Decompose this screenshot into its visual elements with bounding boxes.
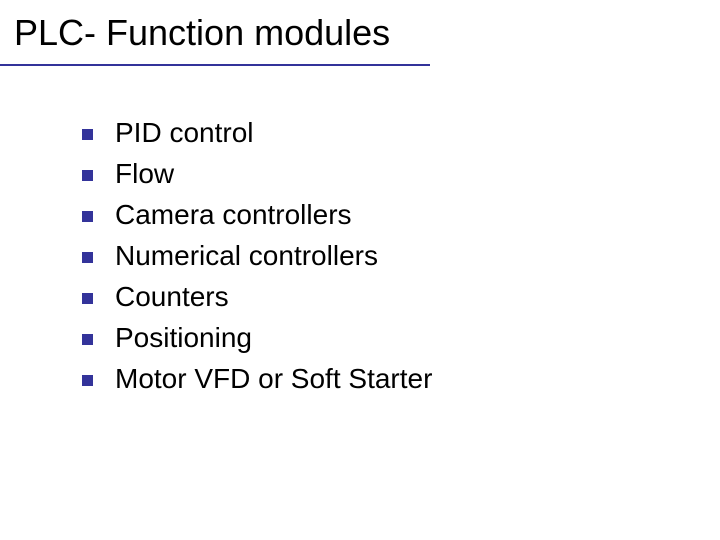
list-item: Motor VFD or Soft Starter (82, 362, 432, 396)
list-item: PID control (82, 116, 432, 150)
square-bullet-icon (82, 334, 93, 345)
list-item-label: Positioning (115, 321, 252, 355)
square-bullet-icon (82, 293, 93, 304)
list-item-label: Counters (115, 280, 229, 314)
square-bullet-icon (82, 129, 93, 140)
slide-title: PLC- Function modules (14, 12, 390, 54)
list-item-label: PID control (115, 116, 254, 150)
list-item-label: Flow (115, 157, 174, 191)
square-bullet-icon (82, 375, 93, 386)
list-item: Numerical controllers (82, 239, 432, 273)
list-item: Counters (82, 280, 432, 314)
title-underline (0, 64, 430, 66)
list-item-label: Camera controllers (115, 198, 352, 232)
square-bullet-icon (82, 211, 93, 222)
bullet-list: PID control Flow Camera controllers Nume… (82, 116, 432, 403)
list-item: Positioning (82, 321, 432, 355)
list-item-label: Motor VFD or Soft Starter (115, 362, 432, 396)
list-item-label: Numerical controllers (115, 239, 378, 273)
list-item: Flow (82, 157, 432, 191)
square-bullet-icon (82, 252, 93, 263)
square-bullet-icon (82, 170, 93, 181)
slide: PLC- Function modules PID control Flow C… (0, 0, 720, 540)
list-item: Camera controllers (82, 198, 432, 232)
